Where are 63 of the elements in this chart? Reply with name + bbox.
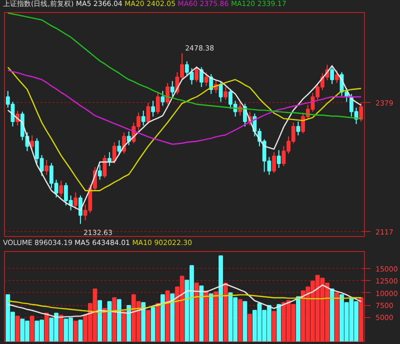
bar (156, 303, 160, 342)
bar (126, 305, 132, 342)
candlestick (156, 92, 160, 115)
candlestick (166, 82, 170, 105)
bar (330, 288, 334, 342)
bar (98, 300, 102, 342)
candlestick (184, 60, 189, 77)
bar (150, 306, 156, 342)
bar (112, 297, 117, 342)
candlestick (160, 90, 165, 106)
candlestick (204, 72, 208, 87)
line-series (7, 294, 362, 313)
candlestick (199, 66, 204, 88)
bar (218, 255, 223, 342)
candlestick (59, 180, 64, 198)
bar (223, 282, 228, 342)
bar (272, 310, 276, 342)
candlestick (112, 142, 116, 164)
bar (204, 290, 208, 342)
bar (15, 316, 20, 342)
candlestick (146, 102, 150, 125)
bar (248, 314, 252, 342)
bar (296, 296, 300, 342)
bar (58, 314, 64, 342)
bar (199, 286, 204, 342)
bar (141, 302, 146, 342)
bar (170, 293, 175, 342)
candlestick (224, 86, 228, 100)
bar (160, 294, 165, 342)
bar (44, 312, 49, 342)
bar (78, 320, 83, 342)
candlestick (194, 66, 199, 83)
bar (276, 304, 282, 342)
candlestick (151, 100, 155, 118)
candlestick (170, 80, 174, 96)
bar (242, 301, 248, 342)
line-series (7, 283, 362, 318)
bar (238, 299, 242, 342)
candlestick (108, 152, 112, 166)
line-series (7, 70, 362, 145)
candlestick (117, 140, 122, 156)
bar (146, 310, 150, 342)
candlestick (330, 66, 334, 85)
bar (102, 308, 107, 342)
candlestick (44, 160, 49, 176)
bar (208, 293, 214, 342)
bar (30, 316, 34, 342)
bar (165, 290, 170, 342)
candlestick (359, 102, 364, 122)
candlestick (78, 195, 82, 224)
candlestick (141, 110, 146, 126)
bar (116, 299, 122, 342)
bar (194, 282, 199, 342)
candlestick (334, 70, 339, 84)
candlestick (296, 121, 300, 136)
bar (358, 297, 364, 342)
candlestick (272, 152, 276, 174)
bar (334, 292, 340, 342)
candlestick (74, 192, 78, 210)
bar (73, 320, 78, 342)
candlestick (98, 164, 102, 180)
candlestick (276, 150, 281, 168)
candlestick (102, 154, 107, 178)
